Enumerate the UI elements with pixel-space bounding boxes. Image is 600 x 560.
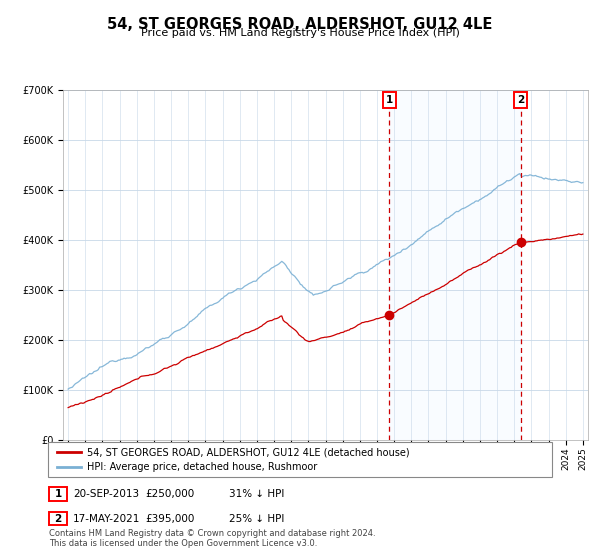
Text: Price paid vs. HM Land Registry's House Price Index (HPI): Price paid vs. HM Land Registry's House … bbox=[140, 28, 460, 38]
Text: 1: 1 bbox=[55, 489, 62, 499]
Text: HPI: Average price, detached house, Rushmoor: HPI: Average price, detached house, Rush… bbox=[87, 463, 317, 473]
Text: 54, ST GEORGES ROAD, ALDERSHOT, GU12 4LE (detached house): 54, ST GEORGES ROAD, ALDERSHOT, GU12 4LE… bbox=[87, 447, 410, 457]
Text: 1: 1 bbox=[386, 95, 393, 105]
Text: 2: 2 bbox=[517, 95, 524, 105]
Text: 25% ↓ HPI: 25% ↓ HPI bbox=[229, 514, 284, 524]
Text: Contains HM Land Registry data © Crown copyright and database right 2024.: Contains HM Land Registry data © Crown c… bbox=[49, 529, 376, 538]
Text: £395,000: £395,000 bbox=[145, 514, 194, 524]
Text: 20-SEP-2013: 20-SEP-2013 bbox=[73, 489, 139, 499]
Text: 54, ST GEORGES ROAD, ALDERSHOT, GU12 4LE: 54, ST GEORGES ROAD, ALDERSHOT, GU12 4LE bbox=[107, 17, 493, 32]
Text: 17-MAY-2021: 17-MAY-2021 bbox=[73, 514, 140, 524]
Text: This data is licensed under the Open Government Licence v3.0.: This data is licensed under the Open Gov… bbox=[49, 539, 317, 548]
Text: 2: 2 bbox=[55, 514, 62, 524]
Bar bbox=[389, 90, 521, 440]
Text: 31% ↓ HPI: 31% ↓ HPI bbox=[229, 489, 284, 499]
Text: £250,000: £250,000 bbox=[145, 489, 194, 499]
